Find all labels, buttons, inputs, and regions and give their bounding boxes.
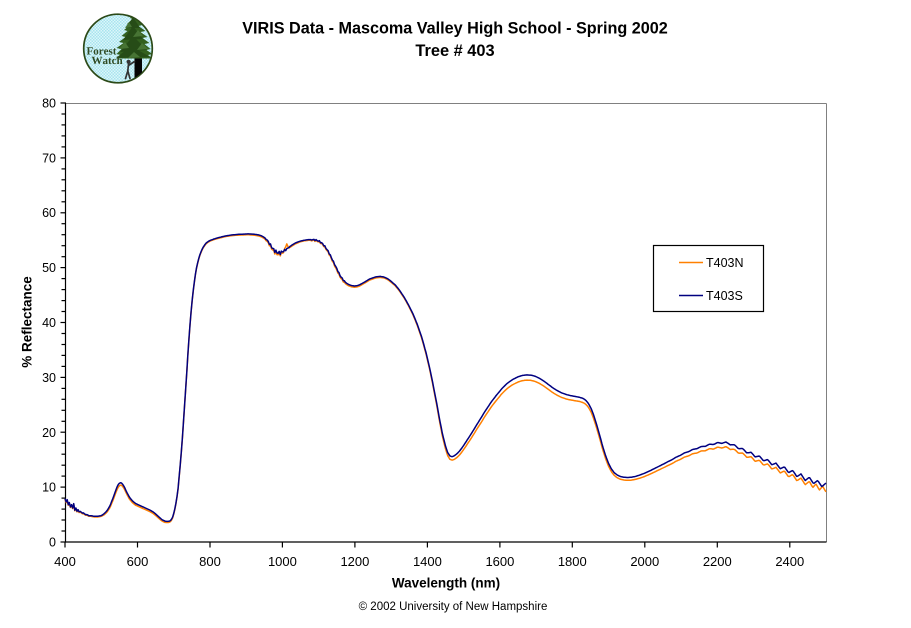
svg-text:10: 10: [42, 481, 56, 495]
svg-text:1200: 1200: [340, 554, 369, 569]
svg-text:50: 50: [42, 261, 56, 275]
svg-text:40: 40: [42, 316, 56, 330]
svg-text:20: 20: [42, 426, 56, 440]
svg-text:2400: 2400: [775, 554, 804, 569]
svg-text:2200: 2200: [703, 554, 732, 569]
svg-text:70: 70: [42, 151, 56, 165]
svg-text:80: 80: [42, 97, 56, 111]
svg-text:30: 30: [42, 371, 56, 385]
svg-text:T403N: T403N: [706, 256, 744, 270]
svg-text:0: 0: [49, 536, 56, 550]
svg-text:2000: 2000: [630, 554, 659, 569]
svg-text:800: 800: [199, 554, 221, 569]
svg-text:600: 600: [127, 554, 149, 569]
svg-text:T403S: T403S: [706, 289, 743, 303]
svg-text:Wavelength (nm): Wavelength (nm): [392, 576, 500, 591]
svg-text:400: 400: [54, 554, 76, 569]
svg-text:60: 60: [42, 206, 56, 220]
svg-text:1000: 1000: [268, 554, 297, 569]
svg-text:% Reflectance: % Reflectance: [20, 276, 35, 368]
svg-text:Tree # 403: Tree # 403: [415, 42, 494, 60]
svg-text:© 2002 University of New Hamps: © 2002 University of New Hampshire: [359, 601, 548, 613]
svg-text:1400: 1400: [413, 554, 442, 569]
svg-text:1800: 1800: [558, 554, 587, 569]
svg-text:VIRIS Data - Mascoma Valley Hi: VIRIS Data - Mascoma Valley High School …: [242, 20, 668, 38]
svg-text:1600: 1600: [485, 554, 514, 569]
